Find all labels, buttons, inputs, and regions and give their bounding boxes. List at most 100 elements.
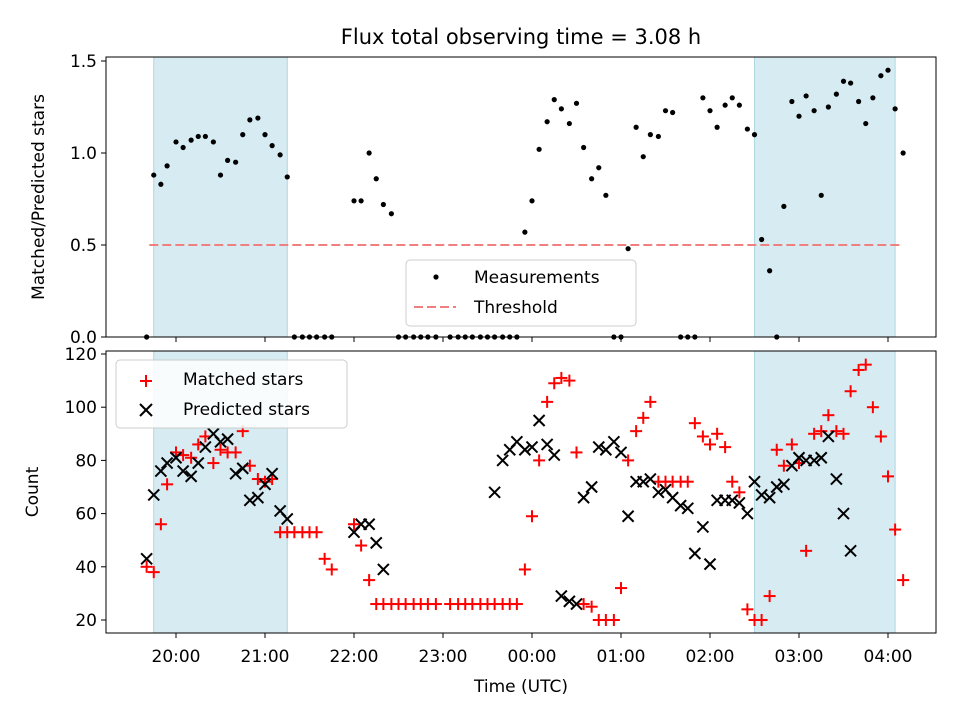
measurement-point (269, 143, 275, 149)
top-shaded-intervals (153, 56, 896, 338)
predicted-star-point (837, 507, 850, 520)
matched-star-point (533, 454, 546, 467)
measurement-point (818, 192, 824, 198)
measurement-point (900, 150, 906, 156)
measurement-point (736, 102, 742, 108)
measurement-point (781, 203, 787, 209)
top-y-ticks: 0.0 0.5 1.0 1.5 (70, 52, 106, 348)
chart-title: Flux total observing time = 3.08 h (341, 25, 701, 49)
matched-star-point (154, 518, 167, 531)
measurement-point (647, 132, 653, 138)
matched-star-point (310, 526, 323, 539)
measurement-point (870, 95, 876, 101)
measurement-point (840, 78, 847, 84)
measurement-point (803, 93, 809, 99)
matched-star-point (229, 446, 242, 459)
matched-star-point (719, 441, 732, 454)
x-tick-label: 04:00 (864, 647, 913, 667)
matched-star-point (733, 486, 746, 499)
measurement-point (188, 137, 194, 143)
measurement-point (351, 198, 357, 204)
legend-predicted-label: Predicted stars (183, 400, 310, 420)
matched-star-point (681, 475, 694, 488)
matched-star-point (526, 510, 538, 523)
matched-star-point (882, 470, 894, 483)
x-tick-label: 22:00 (330, 647, 379, 667)
bottom-legend-box (115, 359, 348, 429)
measurement-point (662, 108, 669, 114)
matched-star-point (325, 563, 338, 576)
measurement-point (707, 108, 713, 114)
matched-star-point (251, 473, 264, 486)
matched-star-point (548, 377, 561, 390)
matched-star-point (518, 563, 531, 576)
matched-star-point (800, 544, 813, 557)
bottom-y-ticks: 20 40 60 80 100 120 (65, 345, 106, 631)
matched-star-point (214, 443, 227, 456)
matched-star-point (726, 475, 739, 488)
predicted-star-point (815, 451, 828, 464)
predicted-star-point (703, 557, 717, 571)
predicted-star-point (221, 432, 234, 446)
matched-star-point (844, 385, 857, 398)
top-axes-frame (105, 56, 937, 338)
matched-star-point (859, 358, 872, 371)
predicted-star-point (807, 454, 821, 467)
measurement-point (255, 115, 261, 121)
legend-measurements-label: Measurements (474, 268, 600, 288)
matched-star-point (185, 451, 198, 464)
matched-star-point (808, 427, 821, 440)
matched-star-point (866, 401, 879, 414)
predicted-star-point (822, 430, 835, 443)
measurement-point (536, 146, 542, 152)
matched-star-point (704, 438, 716, 451)
measurement-point (158, 181, 164, 187)
measurement-point (173, 139, 179, 145)
y-tick-label: 120 (65, 345, 97, 365)
measurement-point (722, 102, 728, 108)
bottom-axes-frame (105, 350, 937, 634)
measurement-point (581, 144, 587, 151)
y-tick-label: 20 (75, 611, 97, 631)
matched-star-point (889, 523, 902, 536)
measurement-point (811, 108, 817, 114)
predicted-stars-points (140, 414, 857, 611)
measurement-point (589, 176, 595, 182)
y-tick-label: 40 (75, 558, 97, 578)
predicted-star-point (265, 467, 279, 480)
matched-stars-points (140, 358, 910, 626)
x-tick-label: 02:00 (686, 647, 735, 667)
measurement-point (885, 67, 891, 73)
predicted-star-point (147, 488, 160, 502)
measurement-point (522, 229, 528, 235)
matched-star-point (688, 417, 701, 430)
measurement-point (892, 106, 898, 112)
measurement-point (833, 91, 839, 97)
matched-star-point (630, 425, 643, 438)
matched-star-point (822, 409, 835, 422)
predicted-star-point (548, 448, 561, 462)
predicted-star-point (281, 512, 294, 526)
predicted-star-point (176, 464, 190, 478)
measurement-point (180, 144, 186, 151)
top-y-axis-label: Matched/Predicted stars (29, 94, 49, 300)
measurement-point (751, 132, 758, 138)
predicted-star-point (199, 440, 212, 454)
predicted-star-point (777, 478, 791, 491)
shaded-interval (754, 350, 896, 634)
measurement-point (240, 132, 246, 138)
matched-star-point (555, 371, 568, 384)
matched-star-point (541, 395, 554, 408)
legend-measurements-marker (433, 274, 439, 280)
measurement-point (277, 152, 283, 158)
bottom-panel: Count Time (UTC) 20 40 60 80 100 120 20:00 21:… (23, 345, 937, 697)
predicted-star-point (688, 547, 702, 560)
predicted-star-point (585, 480, 598, 494)
predicted-star-point (370, 536, 383, 550)
predicted-star-point (570, 597, 583, 611)
matched-star-point (852, 363, 865, 376)
matched-star-point (622, 454, 635, 467)
predicted-star-point (154, 464, 168, 478)
predicted-star-point (362, 518, 376, 531)
